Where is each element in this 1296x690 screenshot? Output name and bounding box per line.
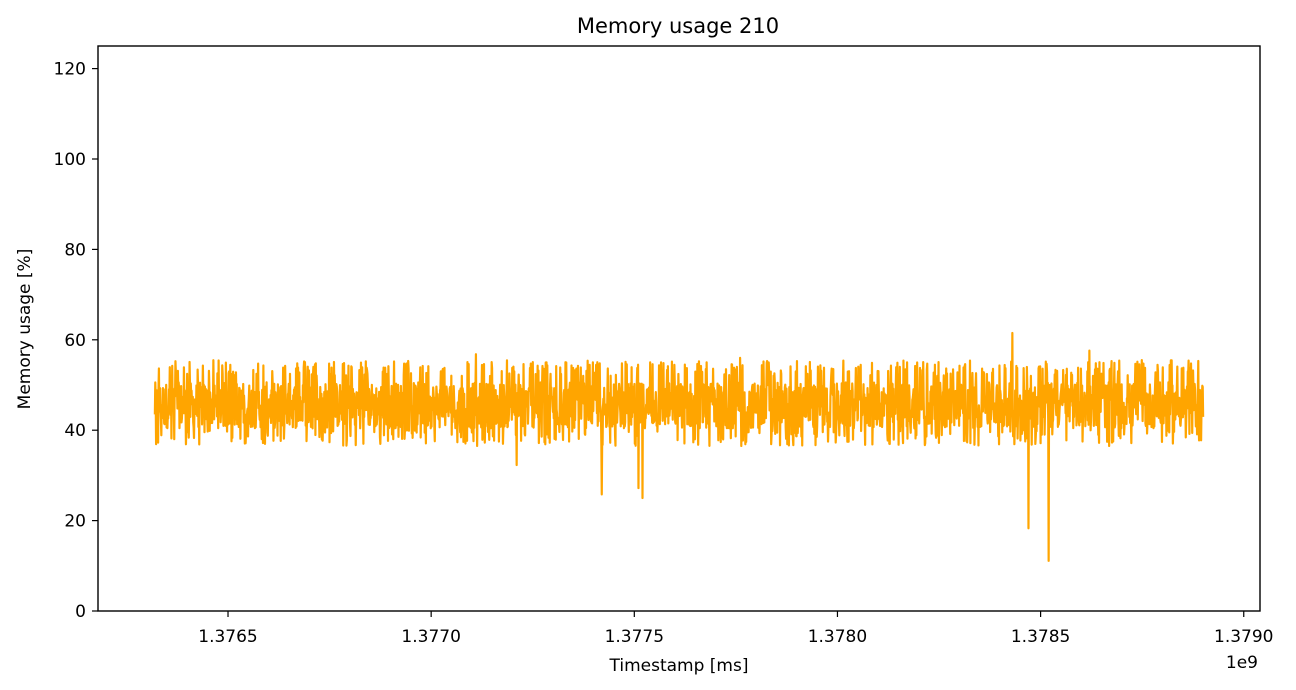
plot-frame [97,45,1261,612]
y-tick-label: 40 [64,421,86,441]
y-tick-label: 20 [64,512,86,532]
memory-usage-line [153,331,1205,562]
x-tick-label: 1.3790 [1214,627,1273,647]
y-tick-label: 60 [64,331,86,351]
y-tick-label: 0 [75,602,86,622]
y-axis-label: Memory usage [%] [15,249,35,410]
x-tick-label: 1.3765 [198,627,257,647]
chart-title: Memory usage 210 [577,14,779,38]
x-tick-label: 1.3785 [1011,627,1070,647]
y-tick-label: 120 [54,60,86,80]
x-tick-label: 1.3770 [401,627,460,647]
series-layer [153,331,1205,562]
x-tick-label: 1.3775 [605,627,664,647]
x-axis: 1.3765 1.3770 1.3775 1.3780 1.3785 1.3790 [198,611,1273,647]
x-tick-label: 1.3780 [808,627,867,647]
x-axis-label: Timestamp [ms] [609,656,749,676]
y-axis: 0 20 40 60 80 100 120 [54,60,98,622]
y-tick-label: 100 [54,150,86,170]
x-offset-label: 1e9 [1226,653,1258,673]
y-tick-label: 80 [64,240,86,260]
